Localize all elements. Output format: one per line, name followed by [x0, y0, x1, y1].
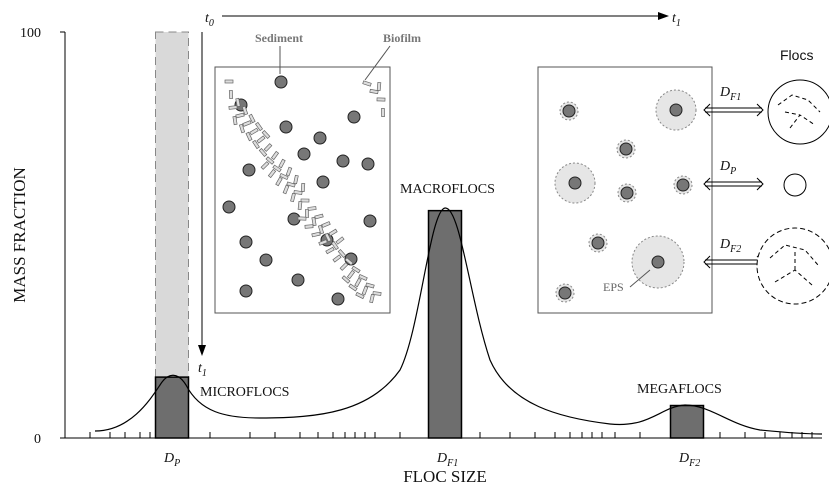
x-tick-base: D — [678, 451, 689, 466]
time-label: t0 — [205, 11, 214, 29]
biofilm — [308, 207, 316, 211]
biofilm — [305, 209, 308, 217]
sediment — [280, 121, 292, 133]
sediment — [223, 201, 235, 213]
double-arrow — [704, 178, 763, 190]
x-tick-label: DF2 — [678, 451, 700, 469]
sediment — [559, 287, 571, 299]
sediment — [620, 143, 632, 155]
sediment — [332, 293, 344, 305]
size-base: D — [719, 85, 730, 100]
biofilm — [225, 80, 233, 83]
bar — [429, 211, 462, 438]
biofilm — [229, 90, 232, 98]
time-label: t1 — [672, 11, 681, 29]
bar — [671, 406, 704, 438]
y-tick-label: 100 — [20, 26, 41, 41]
sediment — [621, 187, 633, 199]
sediment — [298, 148, 310, 160]
sediment — [292, 274, 304, 286]
arrow-head — [198, 345, 206, 356]
time-sub: 1 — [676, 18, 681, 29]
chart: MASS FRACTION FLOC SIZE t0 t1 t1 Sedimen… — [0, 0, 829, 490]
biofilm — [377, 98, 385, 101]
time-sub: 0 — [209, 18, 214, 29]
sediment — [314, 132, 326, 144]
biofilm — [377, 82, 381, 90]
sediment — [243, 164, 255, 176]
size-base: D — [719, 237, 730, 252]
size-sub: F2 — [729, 244, 741, 255]
bar-label: MACROFLOCS — [400, 182, 495, 197]
size-label: DF2 — [719, 237, 741, 255]
size-label: DF1 — [719, 85, 741, 103]
sediment — [670, 104, 682, 116]
y-axis-label: MASS FRACTION — [10, 167, 29, 303]
biofilm — [381, 108, 384, 116]
size-sub: P — [729, 166, 736, 177]
sediment — [337, 155, 349, 167]
sediment — [275, 76, 287, 88]
inset-title: Flocs — [780, 47, 813, 63]
biofilm — [305, 225, 313, 229]
x-tick-sub: P — [173, 458, 180, 469]
sediment — [569, 177, 581, 189]
sediment — [260, 254, 272, 266]
size-sub: F1 — [729, 92, 741, 103]
x-tick-sub: F2 — [688, 458, 700, 469]
biofilm — [229, 106, 237, 110]
bar-label: MEGAFLOCS — [637, 382, 722, 397]
biofilm — [301, 183, 305, 191]
time-label: t1 — [198, 361, 207, 379]
sediment — [362, 158, 374, 170]
sediment — [364, 215, 376, 227]
sediment — [348, 111, 360, 123]
y-tick-label: 0 — [34, 432, 41, 447]
inset-label: EPS — [603, 280, 624, 294]
x-tick-label: DP — [163, 451, 180, 469]
size-base: D — [719, 159, 730, 174]
sediment — [240, 285, 252, 297]
x-tick-sub: F1 — [446, 458, 458, 469]
x-axis-label: FLOC SIZE — [403, 467, 487, 486]
sediment — [317, 176, 329, 188]
sediment — [240, 236, 252, 248]
bar-label: MICROFLOCS — [200, 385, 289, 400]
sediment — [563, 105, 575, 117]
arrow-head — [658, 12, 669, 20]
double-arrow — [704, 256, 763, 268]
sediment — [652, 256, 664, 268]
sediment — [592, 237, 604, 249]
size-label: DP — [719, 159, 736, 177]
sediment — [677, 179, 689, 191]
time-sub: 1 — [202, 368, 207, 379]
inset-label: Biofilm — [383, 31, 421, 45]
x-tick-base: D — [163, 451, 174, 466]
particle-outline — [784, 174, 806, 196]
double-arrow — [704, 104, 763, 116]
inset-label: Sediment — [255, 31, 303, 45]
x-tick-base: D — [436, 451, 447, 466]
biofilm — [298, 201, 302, 209]
biofilm — [298, 217, 306, 220]
bar — [156, 377, 189, 438]
floc-outline — [757, 228, 829, 304]
